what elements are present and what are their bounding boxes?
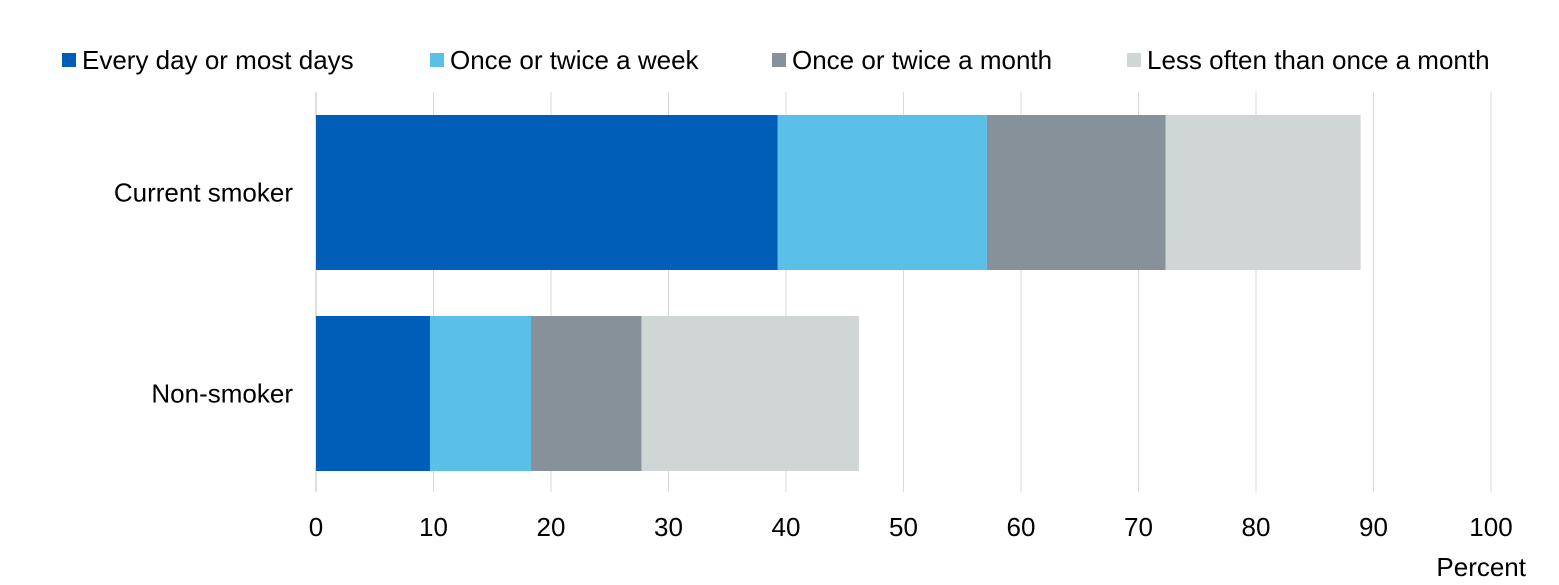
bar-non-smoker-every-day: [316, 316, 430, 471]
legend-swatch-weekly: [430, 53, 444, 67]
legend-item-less-often: Less often than once a month: [1127, 40, 1490, 80]
x-tick-label-90: 90: [1359, 512, 1388, 542]
bar-current-smoker-every-day: [316, 115, 778, 270]
bar-current-smoker-less-often: [1165, 115, 1361, 270]
bar-non-smoker-weekly: [429, 316, 532, 471]
x-tick-label-60: 60: [1007, 512, 1036, 542]
x-tick-label-10: 10: [419, 512, 448, 542]
legend-item-every-day: Every day or most days: [62, 40, 354, 80]
x-tick-label-50: 50: [889, 512, 918, 542]
category-label-current-smoker: Current smoker: [114, 178, 293, 208]
x-tick-labels: 0 10 20 30 40 50 60 70 80 90 100: [309, 512, 1513, 542]
bar-current-smoker-monthly: [986, 115, 1166, 270]
legend-item-monthly: Once or twice a month: [772, 40, 1052, 80]
legend-swatch-monthly: [772, 53, 786, 67]
x-tick-label-30: 30: [654, 512, 683, 542]
legend-item-weekly: Once or twice a week: [430, 40, 699, 80]
x-tick-label-20: 20: [537, 512, 566, 542]
bars: [316, 115, 1361, 471]
legend-label-less-often: Less often than once a month: [1147, 44, 1490, 75]
legend-label-weekly: Once or twice a week: [450, 44, 699, 75]
bar-non-smoker-monthly: [531, 316, 642, 471]
x-tick-label-40: 40: [772, 512, 801, 542]
legend-label-monthly: Once or twice a month: [792, 44, 1053, 75]
bar-current-smoker-weekly: [777, 115, 987, 270]
x-tick-label-100: 100: [1469, 512, 1512, 542]
category-label-non-smoker: Non-smoker: [151, 379, 293, 409]
category-labels: Current smoker Non-smoker: [114, 178, 293, 409]
legend-swatch-every-day: [62, 53, 76, 67]
legend-swatch-less-often: [1127, 53, 1141, 67]
bar-non-smoker-less-often: [641, 316, 859, 471]
x-tick-label-70: 70: [1124, 512, 1153, 542]
chart-legend: Every day or most days Once or twice a w…: [0, 40, 1559, 80]
x-axis-label: Percent: [1436, 552, 1526, 582]
x-tick-label-80: 80: [1242, 512, 1271, 542]
legend-label-every-day: Every day or most days: [82, 44, 354, 75]
x-tick-label-0: 0: [309, 512, 323, 542]
